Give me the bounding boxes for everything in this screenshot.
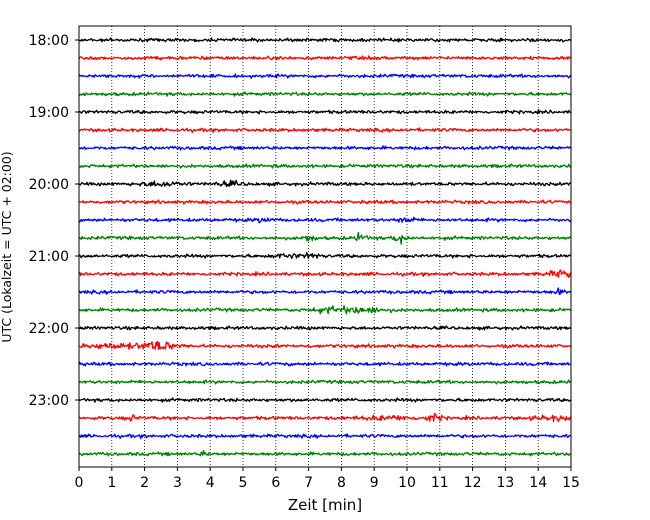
trace-line-2315 [78, 413, 572, 423]
x-tick-label: 6 [271, 475, 280, 491]
y-axis: 18:00 19:00 20:00 21:00 22:00 23:00 [29, 33, 79, 409]
x-axis-label: Zeit [min] [288, 496, 362, 514]
x-axis: 0 1 2 3 4 5 6 7 8 9 10 11 12 13 14 15 [75, 467, 580, 491]
x-tick-label: 9 [370, 475, 379, 491]
x-tick-label: 8 [337, 475, 346, 491]
x-tick-label: 0 [75, 475, 84, 491]
trace-line-2045 [78, 231, 572, 245]
x-tick-label: 12 [464, 475, 482, 491]
trace-line-1900 [78, 109, 572, 115]
x-tick-label: 7 [304, 475, 313, 491]
trace-line-2030 [78, 216, 572, 224]
x-tick-label: 15 [562, 475, 580, 491]
x-tick-label: 1 [107, 475, 116, 491]
y-tick-label: 18:00 [29, 33, 69, 49]
trace-line-2000 [78, 179, 572, 188]
trace-line-1930 [78, 145, 572, 151]
plot-frame [78, 25, 572, 468]
y-axis-label: UTC (Lokalzeit = UTC + 02:00) [0, 151, 14, 342]
trace-line-1830 [78, 73, 572, 79]
y-tick-label: 21:00 [29, 249, 69, 265]
trace-line-2015 [78, 199, 572, 205]
x-tick-label: 5 [239, 475, 248, 491]
x-tick-label: 10 [398, 475, 416, 491]
trace-line-1815 [78, 55, 572, 61]
y-tick-label: 20:00 [29, 177, 69, 193]
trace-line-2345 [78, 450, 572, 457]
y-tick-label: 19:00 [29, 105, 69, 121]
trace-line-2245 [78, 379, 572, 385]
x-tick-label: 2 [140, 475, 149, 491]
x-tick-label: 4 [206, 475, 215, 491]
x-tick-label: 14 [529, 475, 547, 491]
trace-line-2215 [78, 340, 572, 350]
trace-line-1915 [78, 127, 572, 133]
trace-line-1800 [78, 37, 572, 43]
trace-line-2100 [78, 252, 572, 260]
trace-line-1945 [78, 163, 572, 169]
x-tick-label: 11 [431, 475, 449, 491]
y-tick-label: 22:00 [29, 321, 69, 337]
x-tick-label: 3 [173, 475, 182, 491]
trace-line-2330 [78, 433, 572, 439]
trace-line-1845 [78, 91, 572, 97]
trace-line-2115 [78, 269, 572, 278]
trace-line-2145 [78, 305, 572, 315]
trace-line-2300 [78, 397, 572, 403]
trace-group [78, 37, 572, 457]
trace-line-2130 [78, 287, 572, 296]
trace-line-2200 [78, 325, 572, 331]
y-tick-label: 23:00 [29, 393, 69, 409]
trace-line-2230 [78, 361, 572, 367]
x-tick-label: 13 [496, 475, 514, 491]
